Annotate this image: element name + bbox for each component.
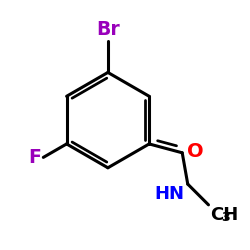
Text: HN: HN	[154, 185, 184, 203]
Text: CH: CH	[210, 206, 238, 224]
Text: Br: Br	[96, 20, 120, 40]
Text: 3: 3	[222, 211, 230, 224]
Text: F: F	[28, 148, 41, 167]
Text: O: O	[187, 142, 204, 161]
